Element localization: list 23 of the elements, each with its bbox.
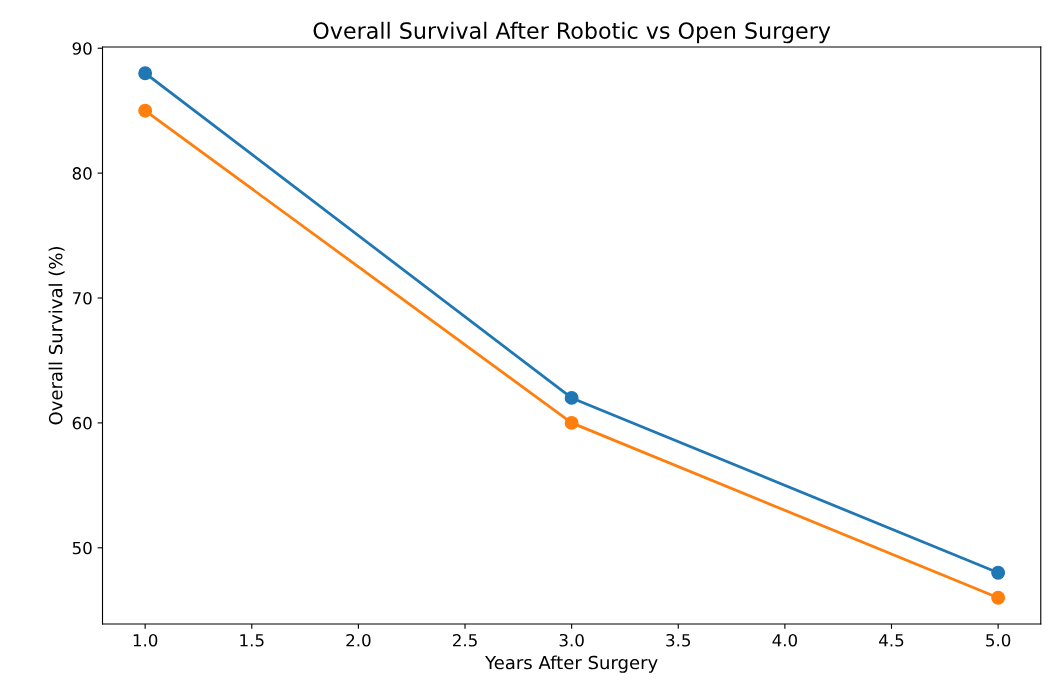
point <box>564 390 579 405</box>
y-tick-label: 90 <box>72 42 92 55</box>
x-tick-label: 4.5 <box>879 634 904 647</box>
x-tick-label: 4.0 <box>772 633 798 647</box>
x-tick-label: 2.0 <box>346 633 371 647</box>
point <box>138 103 153 118</box>
y-tick-label: 80 <box>72 167 92 180</box>
x-tick-label: 5.0 <box>986 633 1011 647</box>
y-tick-label: 50 <box>72 541 92 555</box>
x-tick-label: 3.0 <box>559 633 584 647</box>
x-tick-label: 1.5 <box>240 634 264 647</box>
x-tick-label: 1.0 <box>133 633 158 647</box>
y-tick-label: 70 <box>72 291 92 305</box>
y-axis-title: Overall Survival (%) <box>48 247 65 425</box>
point <box>564 415 579 430</box>
point <box>991 565 1006 580</box>
x-tick-label: 2.5 <box>452 633 477 647</box>
x-tick-label: 3.5 <box>666 633 691 647</box>
point <box>991 590 1006 605</box>
y-tick-label: 60 <box>72 416 92 430</box>
x-axis-title: Years After Surgery <box>485 655 658 673</box>
chart-title: Overall Survival After Robotic vs Open Surgery <box>313 21 831 44</box>
point <box>138 66 153 81</box>
